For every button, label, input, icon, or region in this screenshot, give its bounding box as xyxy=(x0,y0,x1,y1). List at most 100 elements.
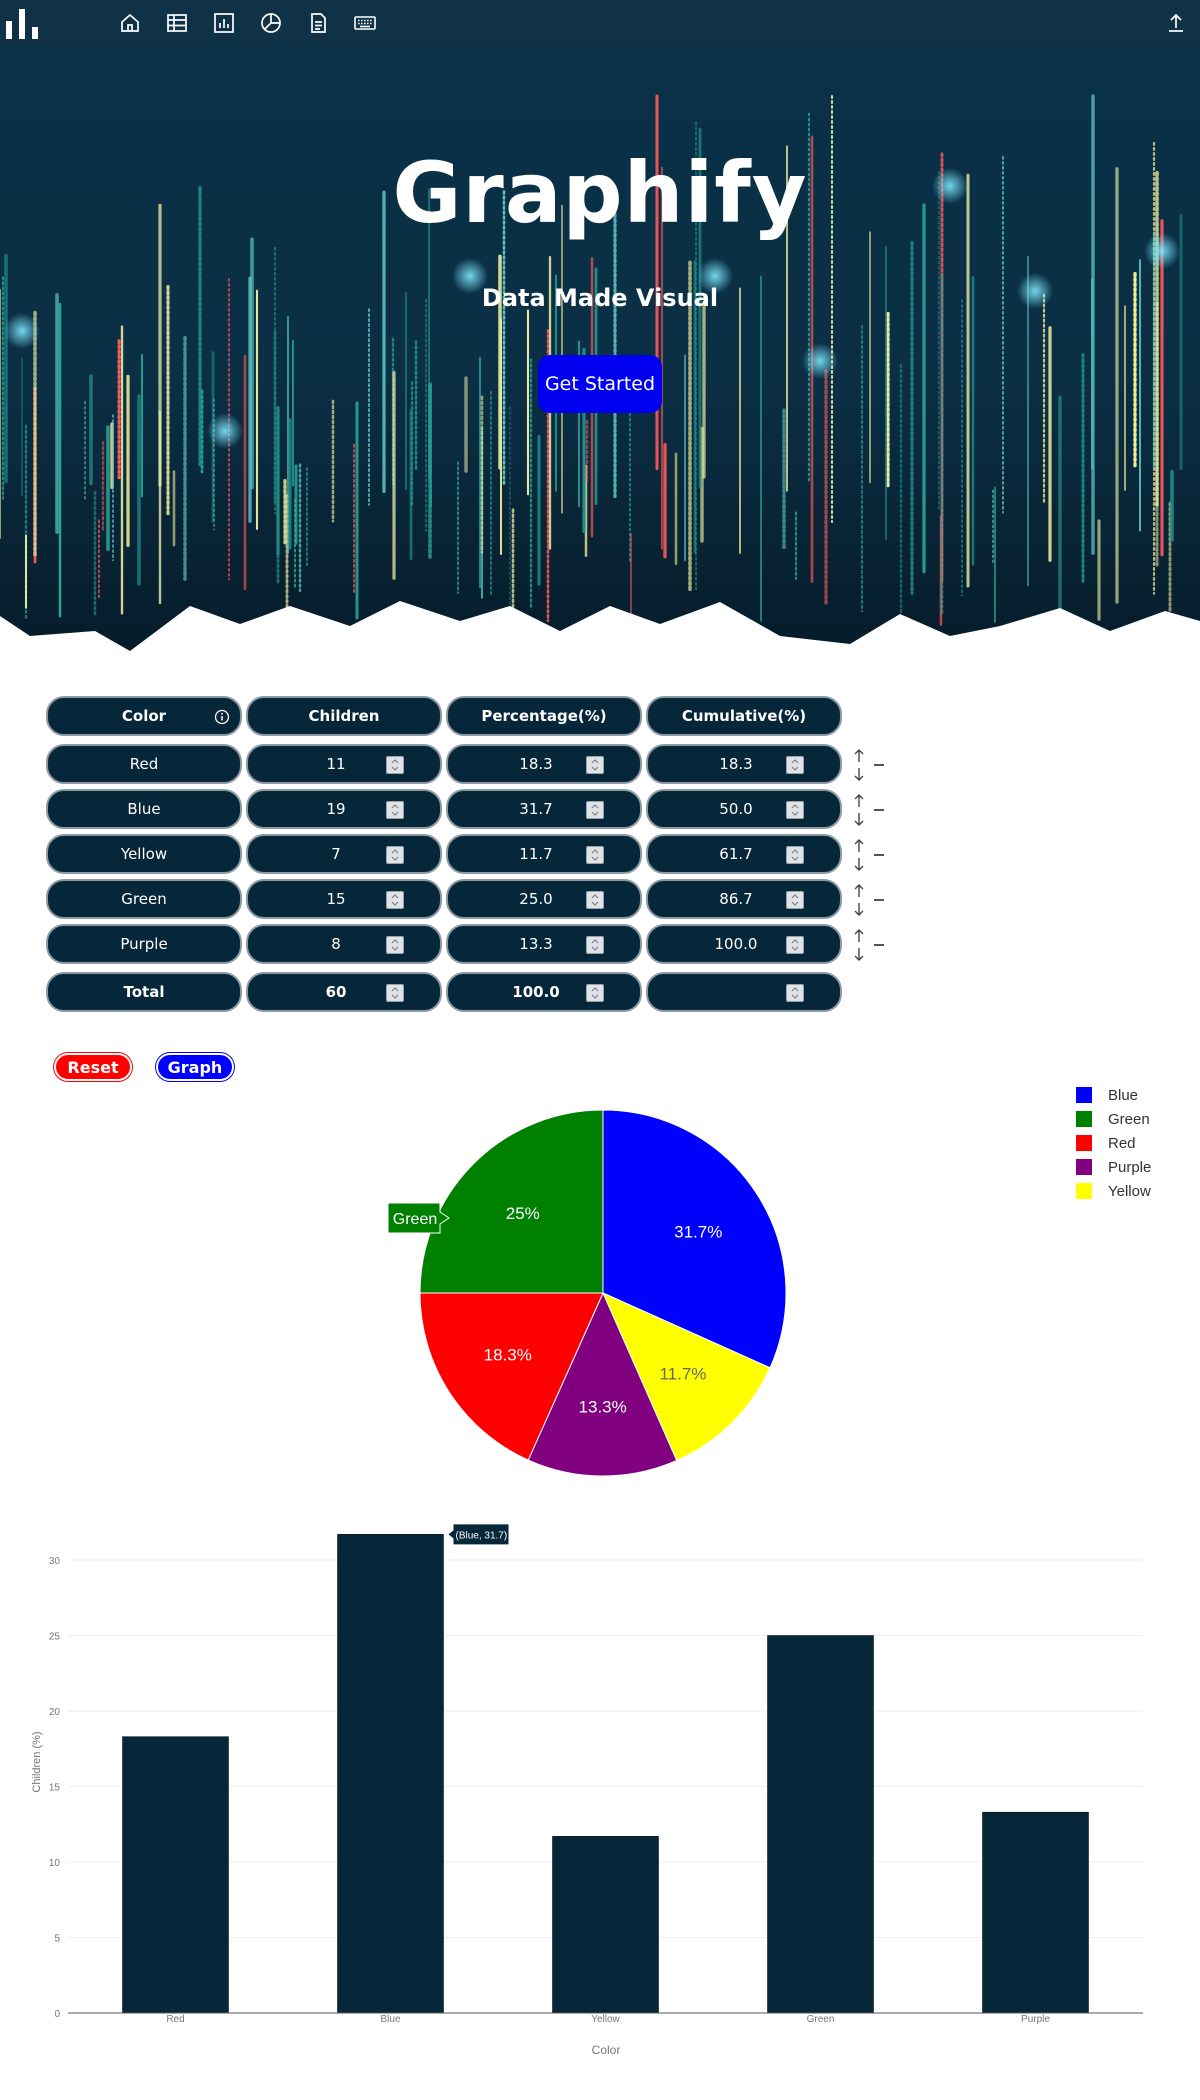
spinner-icon[interactable] xyxy=(586,891,604,909)
spinner-icon[interactable] xyxy=(586,984,604,1002)
legend-item[interactable]: Blue xyxy=(1076,1083,1151,1107)
hero-background xyxy=(0,46,1200,651)
row-color-cell[interactable]: Green xyxy=(46,879,242,919)
hero-glow xyxy=(207,413,243,449)
reset-button[interactable]: Reset xyxy=(54,1053,132,1081)
remove-row-icon[interactable] xyxy=(874,944,884,946)
row-cumulative-input[interactable]: 50.0 xyxy=(646,789,842,829)
header-color: Color xyxy=(46,696,242,736)
home-icon[interactable] xyxy=(118,11,142,35)
y-tick-label: 5 xyxy=(54,1934,60,1945)
hero-glow xyxy=(802,343,838,379)
graph-button[interactable]: Graph xyxy=(156,1053,234,1081)
row-cumulative-input[interactable]: 86.7 xyxy=(646,879,842,919)
bar-purple[interactable] xyxy=(983,1812,1089,2013)
row-color-cell[interactable]: Red xyxy=(46,744,242,784)
y-tick-label: 20 xyxy=(49,1707,61,1718)
header-percentage: Percentage(%) xyxy=(446,696,642,736)
row-children-input[interactable]: 19 xyxy=(246,789,442,829)
spinner-icon[interactable] xyxy=(786,756,804,774)
logo-bar-chart-icon[interactable] xyxy=(6,7,42,39)
spinner-icon[interactable] xyxy=(386,801,404,819)
bar-chart-icon[interactable] xyxy=(212,11,236,35)
row-children-input[interactable]: 11 xyxy=(246,744,442,784)
row-color-cell[interactable]: Purple xyxy=(46,924,242,964)
table-icon[interactable] xyxy=(165,11,189,35)
spinner-icon[interactable] xyxy=(586,936,604,954)
pie-slice-green[interactable] xyxy=(420,1110,603,1293)
row-color-cell[interactable]: Blue xyxy=(46,789,242,829)
legend-item[interactable]: Purple xyxy=(1076,1155,1151,1179)
bar-yellow[interactable] xyxy=(553,1836,659,2013)
x-axis-label: Color xyxy=(592,2043,621,2057)
bar-blue[interactable] xyxy=(338,1534,444,2013)
remove-row-icon[interactable] xyxy=(874,809,884,811)
remove-row-icon[interactable] xyxy=(874,764,884,766)
info-icon[interactable] xyxy=(214,709,230,725)
legend-swatch xyxy=(1076,1159,1092,1175)
spinner-icon[interactable] xyxy=(586,846,604,864)
legend-swatch xyxy=(1076,1087,1092,1103)
spinner-icon[interactable] xyxy=(786,984,804,1002)
spinner-icon[interactable] xyxy=(586,801,604,819)
bar-green[interactable] xyxy=(768,1636,874,2014)
top-nav xyxy=(0,0,1200,46)
get-started-button[interactable]: Get Started xyxy=(538,355,662,413)
row-percentage-input[interactable]: 31.7 xyxy=(446,789,642,829)
legend-swatch xyxy=(1076,1183,1092,1199)
move-row-icon[interactable] xyxy=(852,793,866,827)
total-percentage: 100.0 xyxy=(446,972,642,1012)
bar-red[interactable] xyxy=(123,1737,229,2013)
move-row-icon[interactable] xyxy=(852,928,866,962)
move-row-icon[interactable] xyxy=(852,883,866,917)
spinner-icon[interactable] xyxy=(586,756,604,774)
spinner-icon[interactable] xyxy=(386,936,404,954)
legend-swatch xyxy=(1076,1135,1092,1151)
row-children-input[interactable]: 15 xyxy=(246,879,442,919)
spinner-icon[interactable] xyxy=(386,846,404,864)
legend-item[interactable]: Red xyxy=(1076,1131,1151,1155)
pie-slice-label: 11.7% xyxy=(659,1364,706,1383)
document-icon[interactable] xyxy=(306,11,330,35)
x-tick-label: Yellow xyxy=(591,2014,620,2025)
row-percentage-input[interactable]: 18.3 xyxy=(446,744,642,784)
spinner-icon[interactable] xyxy=(386,756,404,774)
row-controls xyxy=(852,838,892,874)
remove-row-icon[interactable] xyxy=(874,854,884,856)
row-controls xyxy=(852,793,892,829)
upload-icon[interactable] xyxy=(1164,11,1188,35)
legend-item[interactable]: Yellow xyxy=(1076,1179,1151,1203)
hero-title: Graphify xyxy=(0,144,1200,242)
pie-slice-label: 25% xyxy=(506,1204,540,1223)
row-cumulative-input[interactable]: 18.3 xyxy=(646,744,842,784)
move-row-icon[interactable] xyxy=(852,748,866,782)
row-children-input[interactable]: 8 xyxy=(246,924,442,964)
row-percentage-input[interactable]: 13.3 xyxy=(446,924,642,964)
row-children-input[interactable]: 7 xyxy=(246,834,442,874)
hero-glow xyxy=(4,313,40,349)
move-row-icon[interactable] xyxy=(852,838,866,872)
remove-row-icon[interactable] xyxy=(874,899,884,901)
spinner-icon[interactable] xyxy=(786,891,804,909)
row-cumulative-input[interactable]: 61.7 xyxy=(646,834,842,874)
spinner-icon[interactable] xyxy=(786,846,804,864)
bar-tooltip: (Blue, 31.7) xyxy=(449,1524,509,1544)
spinner-icon[interactable] xyxy=(386,891,404,909)
legend-item[interactable]: Green xyxy=(1076,1107,1151,1131)
y-tick-label: 25 xyxy=(49,1632,61,1643)
keyboard-icon[interactable] xyxy=(353,11,377,35)
row-color-cell[interactable]: Yellow xyxy=(46,834,242,874)
y-tick-label: 0 xyxy=(54,2009,60,2020)
row-percentage-input[interactable]: 25.0 xyxy=(446,879,642,919)
spinner-icon[interactable] xyxy=(786,936,804,954)
spinner-icon[interactable] xyxy=(786,801,804,819)
pie-slice-label: 18.3% xyxy=(484,1346,532,1365)
pie-chart-icon[interactable] xyxy=(259,11,283,35)
row-percentage-input[interactable]: 11.7 xyxy=(446,834,642,874)
row-controls xyxy=(852,883,892,919)
pie-slice-label: 31.7% xyxy=(674,1222,722,1241)
spinner-icon[interactable] xyxy=(386,984,404,1002)
row-cumulative-input[interactable]: 100.0 xyxy=(646,924,842,964)
pie-tooltip: Green xyxy=(388,1203,449,1233)
pie-tooltip-text: Green xyxy=(393,1211,437,1228)
